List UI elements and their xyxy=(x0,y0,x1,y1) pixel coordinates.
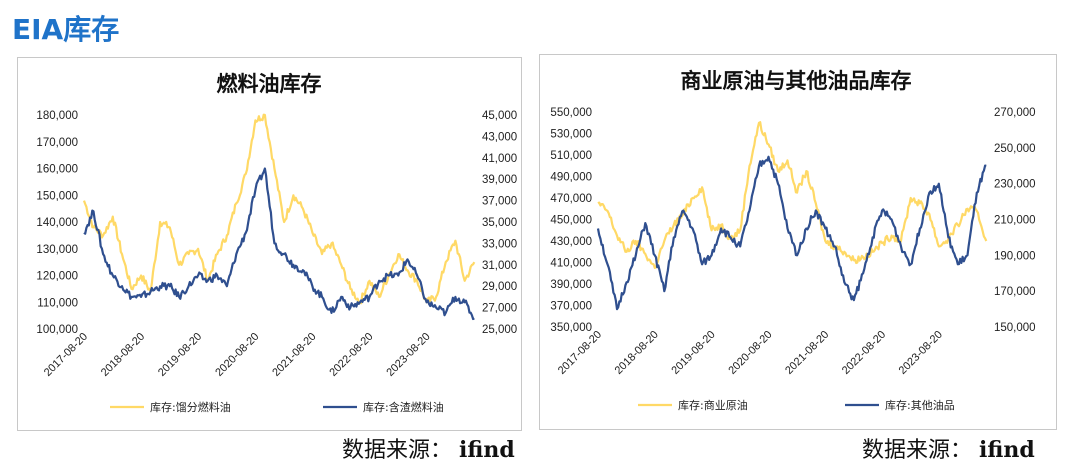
source-note-left: 数据来源： ifind xyxy=(342,432,515,464)
series-line-1 xyxy=(82,113,476,305)
y-right-tick-label: 37,000 xyxy=(482,196,517,208)
x-tick-label: 2017-08-20 xyxy=(556,329,604,377)
legend-label: 库存:馏分燃料油 xyxy=(150,400,231,414)
source-name: ifind xyxy=(979,437,1035,463)
y-right-tick-label: 35,000 xyxy=(482,217,517,229)
y-right-tick-label: 43,000 xyxy=(482,131,517,143)
x-tick-label: 2022-08-20 xyxy=(840,329,888,377)
fuel-oil-chart: 燃料油库存 100,000 110,000 120,000 130,000 140,000… xyxy=(36,72,517,414)
x-tick-label: 2017-08-20 xyxy=(42,331,90,379)
x-tick-label: 2020-08-20 xyxy=(726,329,774,377)
y-right-tick-label: 29,000 xyxy=(482,281,517,293)
y-left-tick-label: 110,000 xyxy=(37,297,78,309)
y-left-tick-label: 160,000 xyxy=(36,164,78,176)
series-line-2 xyxy=(596,155,987,311)
y-left-tick-label: 350,000 xyxy=(550,322,592,334)
legend-label: 库存:其他油品 xyxy=(885,398,955,412)
x-tick-label: 2020-08-20 xyxy=(213,331,261,379)
y-right-tick-label: 250,000 xyxy=(994,143,1036,155)
y-right-tick-label: 210,000 xyxy=(994,215,1036,227)
y-right-tick-label: 33,000 xyxy=(482,238,517,250)
y-left-tick-label: 550,000 xyxy=(550,107,592,119)
y-left-tick-label: 140,000 xyxy=(36,217,78,229)
y-right-tick-label: 190,000 xyxy=(994,250,1036,262)
source-label: 数据来源： xyxy=(862,438,973,463)
y-left-tick-label: 150,000 xyxy=(36,190,78,202)
y-left-tick-label: 410,000 xyxy=(550,258,592,270)
y-right-tick-label: 31,000 xyxy=(482,260,517,272)
y-left-tick-label: 170,000 xyxy=(36,137,78,149)
y-right-tick-label: 27,000 xyxy=(482,303,517,315)
y-right-tick-label: 270,000 xyxy=(994,107,1036,119)
crude-other-chart-panel: 商业原油与其他油品库存 350,000 370,000 390,000 410,000 4… xyxy=(539,54,1057,430)
x-tick-label: 2021-08-20 xyxy=(783,329,831,377)
y-right-tick-label: 150,000 xyxy=(994,322,1036,334)
source-note-right: 数据来源： ifind xyxy=(862,432,1035,464)
source-name: ifind xyxy=(459,437,515,463)
legend-label: 库存:含渣燃料油 xyxy=(363,400,444,414)
y-left-tick-label: 450,000 xyxy=(550,215,592,227)
x-tick-label: 2022-08-20 xyxy=(327,331,375,379)
fuel-oil-chart-panel: 燃料油库存 100,000 110,000 120,000 130,000 140,000… xyxy=(17,57,522,431)
legend-label: 库存:商业原油 xyxy=(678,398,748,412)
y-left-tick-label: 130,000 xyxy=(36,244,78,256)
y-right-tick-label: 25,000 xyxy=(482,324,517,336)
y-right-tick-label: 41,000 xyxy=(482,153,517,165)
y-left-tick-label: 370,000 xyxy=(550,301,592,313)
y-right-tick-label: 230,000 xyxy=(994,179,1036,191)
x-tick-label: 2019-08-20 xyxy=(156,331,204,379)
y-left-tick-label: 510,000 xyxy=(550,150,592,162)
y-left-tick-label: 430,000 xyxy=(550,236,592,248)
source-label: 数据来源： xyxy=(342,438,453,463)
y-right-tick-label: 45,000 xyxy=(482,110,517,122)
y-left-tick-label: 530,000 xyxy=(550,129,592,141)
y-left-tick-label: 390,000 xyxy=(550,279,592,291)
x-tick-label: 2023-08-20 xyxy=(897,329,945,377)
crude-other-chart: 商业原油与其他油品库存 350,000 370,000 390,000 410,000 4… xyxy=(550,69,1036,412)
x-tick-label: 2018-08-20 xyxy=(613,329,661,377)
series-line-1 xyxy=(597,121,988,269)
page-title: EIA库存 xyxy=(12,13,120,46)
x-tick-label: 2023-08-20 xyxy=(384,331,432,379)
chart-title: 燃料油库存 xyxy=(217,72,322,96)
x-tick-label: 2018-08-20 xyxy=(99,331,147,379)
series-line-2 xyxy=(83,167,475,321)
y-left-tick-label: 470,000 xyxy=(550,193,592,205)
y-left-tick-label: 120,000 xyxy=(36,271,78,283)
y-left-tick-label: 100,000 xyxy=(36,324,78,336)
x-tick-label: 2021-08-20 xyxy=(270,331,318,379)
chart-title: 商业原油与其他油品库存 xyxy=(681,69,912,93)
y-right-tick-label: 39,000 xyxy=(482,174,517,186)
y-right-tick-label: 170,000 xyxy=(994,286,1036,298)
y-left-tick-label: 180,000 xyxy=(36,110,78,122)
y-left-tick-label: 490,000 xyxy=(550,172,592,184)
x-tick-label: 2019-08-20 xyxy=(669,329,717,377)
